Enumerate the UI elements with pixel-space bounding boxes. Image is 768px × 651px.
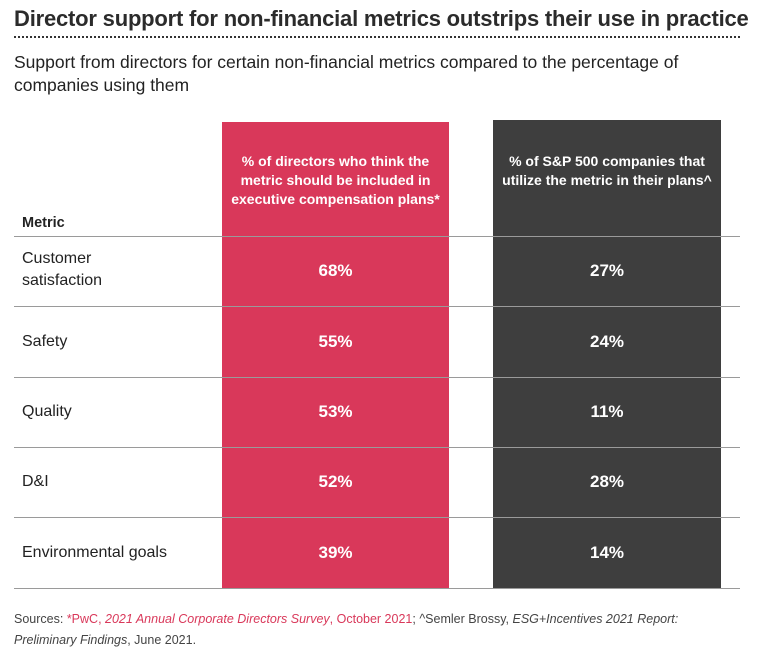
source-semler: ; ^Semler Brossy, bbox=[412, 612, 513, 626]
directors-column bbox=[222, 122, 449, 588]
sources-label: Sources: bbox=[14, 612, 67, 626]
metric-label: Customer satisfaction bbox=[22, 250, 103, 289]
title-divider bbox=[14, 36, 740, 38]
metric-column-header: Metric bbox=[22, 215, 65, 231]
source-semler-date: , June 2021. bbox=[127, 633, 197, 647]
row-divider bbox=[14, 377, 740, 378]
row-divider bbox=[14, 236, 740, 237]
chart-title: Director support for non-financial metri… bbox=[14, 6, 749, 31]
directors-value: 52% bbox=[318, 472, 353, 491]
row-divider bbox=[14, 447, 740, 448]
companies-value: 24% bbox=[589, 331, 625, 351]
directors-value: 68% bbox=[318, 261, 353, 280]
chart-subtitle: Support from directors for certain non-f… bbox=[14, 52, 679, 95]
metric-label: Environmental goals bbox=[22, 543, 167, 561]
companies-value: 27% bbox=[589, 261, 625, 280]
companies-value: 28% bbox=[589, 472, 625, 491]
directors-value: 55% bbox=[318, 331, 353, 351]
directors-value: 53% bbox=[318, 402, 353, 421]
row-divider bbox=[14, 306, 740, 307]
source-pwc: *PwC, 2021 Annual Corporate Directors Su… bbox=[66, 612, 413, 626]
companies-column-header: % of S&P 500 companies that utilize the … bbox=[502, 153, 712, 188]
directors-value: 39% bbox=[318, 542, 353, 562]
companies-column bbox=[493, 120, 721, 588]
metric-label: Safety bbox=[22, 332, 68, 350]
row-divider bbox=[14, 517, 740, 518]
source-semler-title: ESG+Incentives 2021 Report: Preliminary … bbox=[14, 612, 679, 647]
companies-value: 14% bbox=[589, 542, 625, 562]
metric-label: Quality bbox=[22, 403, 72, 420]
metric-label: D&I bbox=[22, 473, 49, 490]
sources-note: Sources: *PwC, 2021 Annual Corporate Dir… bbox=[14, 609, 734, 651]
directors-column-header: % of directors who think the metric shou… bbox=[231, 153, 440, 207]
row-divider bbox=[14, 588, 740, 589]
companies-value: 11% bbox=[590, 402, 624, 421]
